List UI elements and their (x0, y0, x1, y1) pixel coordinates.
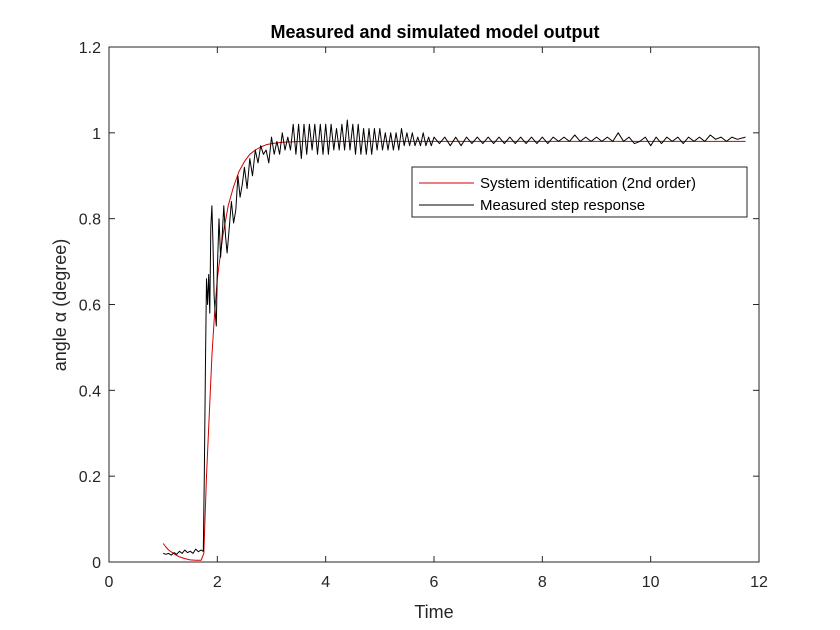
legend: System identification (2nd order) Measur… (411, 166, 748, 218)
x-tick-label: 10 (642, 574, 660, 591)
x-tick-label: 8 (538, 574, 547, 591)
series-layer (162, 119, 746, 561)
series-line-measured (163, 119, 746, 556)
chart-title: Measured and simulated model output (270, 22, 599, 42)
legend-label-system-identification: System identification (2nd order) (480, 175, 696, 192)
legend-label-measured: Measured step response (480, 197, 645, 214)
x-tick-label: 6 (430, 574, 439, 591)
axes-box (108, 46, 760, 563)
y-tick-label: 1.2 (79, 40, 101, 57)
x-axis-ticks: 0 2 4 6 8 10 12 (105, 47, 768, 591)
x-axis-label: Time (414, 602, 453, 622)
x-tick-label: 0 (105, 574, 114, 591)
y-tick-label: 0.2 (79, 469, 101, 486)
y-tick-label: 0 (92, 555, 101, 572)
y-tick-label: 0.4 (79, 383, 101, 400)
y-tick-label: 0.6 (79, 298, 101, 315)
x-tick-label: 2 (213, 574, 222, 591)
x-tick-label: 4 (321, 574, 330, 591)
y-axis-label: angle α (degree) (50, 239, 70, 372)
plot-area (109, 47, 759, 562)
y-tick-label: 0.8 (79, 212, 101, 229)
legend-box (411, 166, 748, 218)
y-tick-label: 1 (92, 126, 101, 143)
x-tick-label: 12 (750, 574, 768, 591)
